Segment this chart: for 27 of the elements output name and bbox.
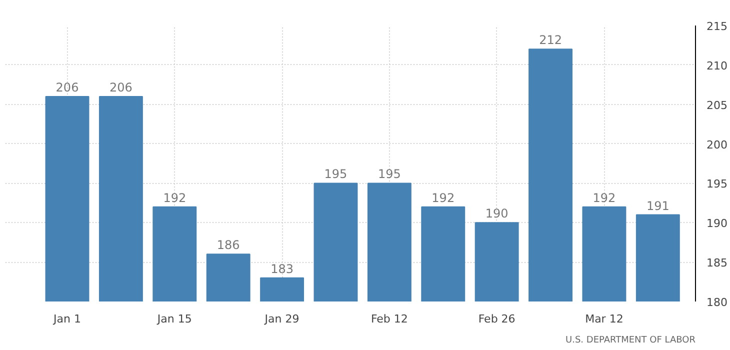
y-tick-label: 190 xyxy=(706,217,728,230)
text: U.S. DEPARTMENT OF LABOR xyxy=(566,336,696,346)
data-label: 212 xyxy=(539,33,562,48)
data-label: 195 xyxy=(378,167,401,182)
x-tick-label: Jan 29 xyxy=(264,312,300,326)
x-tick-label: Mar 12 xyxy=(585,312,624,326)
y-tick-label: 195 xyxy=(706,178,728,191)
data-label: 192 xyxy=(592,190,616,205)
y-tick-label: 180 xyxy=(706,296,728,309)
data-label: 195 xyxy=(324,167,348,182)
data-label: 206 xyxy=(56,80,79,94)
data-label: 206 xyxy=(109,80,132,94)
y-tick-label: 200 xyxy=(706,138,728,152)
data-label: 183 xyxy=(270,262,294,276)
x-tick-label: Jan 1 xyxy=(52,312,81,326)
x-tick-label: Feb 26 xyxy=(478,312,516,326)
y-tick-label: 215 xyxy=(706,20,728,33)
data-label: 192 xyxy=(163,190,186,205)
data-label: 190 xyxy=(485,206,508,221)
data-label: 192 xyxy=(432,190,455,205)
x-tick-label: Feb 12 xyxy=(370,312,408,326)
data-label: 191 xyxy=(646,198,670,213)
y-tick-label: 210 xyxy=(706,59,728,72)
data-label: 186 xyxy=(216,238,240,252)
x-tick-label: Jan 15 xyxy=(156,312,192,326)
y-tick-label: 205 xyxy=(706,98,728,112)
y-tick-label: 185 xyxy=(706,256,728,270)
